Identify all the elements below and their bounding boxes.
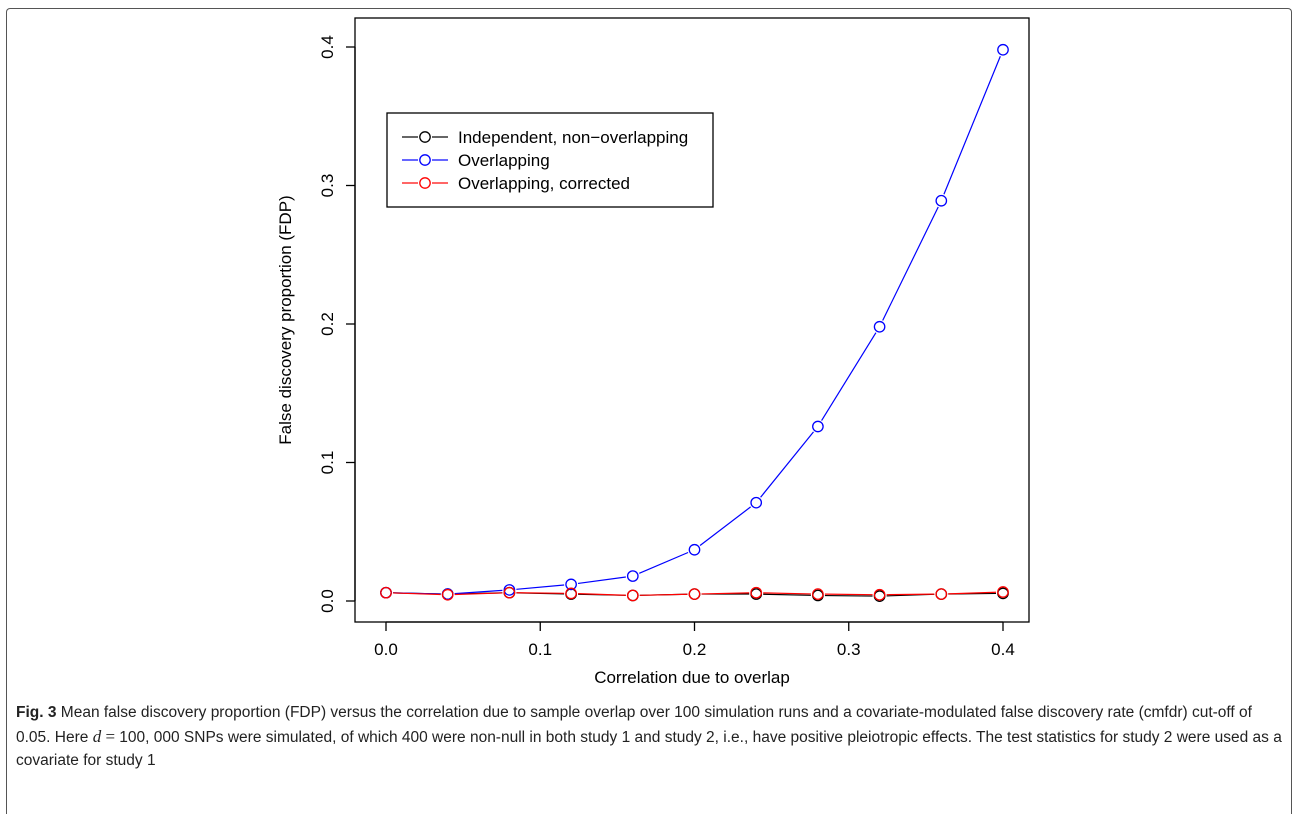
- caption-equals: =: [101, 726, 120, 746]
- x-tick-label: 0.4: [991, 640, 1015, 659]
- data-point: [750, 586, 763, 599]
- series-segment: [886, 593, 935, 596]
- figure-label: Fig. 3: [16, 704, 57, 721]
- y-tick-label: 0.3: [318, 174, 337, 198]
- figure-caption: Fig. 3 Mean false discovery proportion (…: [16, 701, 1284, 773]
- series-segment: [392, 592, 441, 596]
- fdp-line-chart: 0.0 0.1 0.2 0.3 0.4 0.0 0.1 0.2 0.3 0.4 Correlat…: [276, 17, 1030, 687]
- series-segment: [454, 589, 503, 595]
- legend-marker: [419, 131, 431, 143]
- series-segment: [639, 551, 689, 574]
- series-segment: [882, 206, 939, 321]
- series-segment: [701, 592, 750, 595]
- legend-label: Overlapping: [458, 151, 550, 170]
- series-segment: [699, 506, 751, 546]
- series-segment: [824, 594, 873, 597]
- data-point: [997, 43, 1009, 56]
- legend: Independent, non−overlapping Overlapping O…: [386, 112, 714, 208]
- y-axis: 0.0 0.1 0.2 0.3 0.4: [318, 35, 356, 613]
- data-point: [935, 588, 948, 600]
- data-point: [750, 496, 763, 509]
- y-tick-label: 0.0: [318, 589, 337, 613]
- series-segment: [454, 592, 503, 596]
- data-point: [997, 586, 1009, 598]
- data-point: [873, 588, 886, 601]
- legend-label: Overlapping, corrected: [458, 174, 630, 193]
- caption-variable-d: d: [92, 726, 102, 746]
- series-overlapping-corrected: [380, 586, 1009, 602]
- series-segment: [516, 584, 565, 590]
- data-point: [503, 586, 516, 599]
- y-tick-label: 0.1: [318, 451, 337, 475]
- x-axis: 0.0 0.1 0.2 0.3 0.4: [374, 621, 1015, 659]
- series-segment: [821, 332, 877, 421]
- x-tick-label: 0.3: [837, 640, 861, 659]
- figure-frame: [6, 8, 1292, 814]
- caption-text-2: SNPs were simulated, of which 400 were n…: [16, 728, 1282, 770]
- data-point: [626, 570, 639, 582]
- legend-label: Independent, non−overlapping: [458, 128, 688, 147]
- series-segment: [760, 431, 814, 498]
- x-axis-label: Correlation due to overlap: [594, 668, 790, 687]
- caption-text-1: Mean false discovery proportion (FDP) ve…: [16, 704, 1252, 746]
- data-point: [380, 586, 392, 599]
- data-point: [812, 588, 824, 600]
- y-axis-label: False discovery proportion (FDP): [276, 195, 295, 444]
- series-segment: [578, 593, 626, 596]
- data-point: [626, 589, 639, 602]
- data-point: [565, 587, 577, 600]
- legend-entry: Independent, non−overlapping: [402, 128, 688, 147]
- series-segment: [516, 592, 565, 594]
- data-point: [812, 420, 824, 433]
- series-segment: [639, 593, 688, 596]
- data-point: [565, 578, 577, 591]
- x-tick-label: 0.0: [374, 640, 398, 659]
- plot-area: [354, 17, 1030, 623]
- data-point: [441, 588, 454, 601]
- data-point: [503, 584, 516, 596]
- caption-value-d: 100, 000: [119, 728, 180, 746]
- legend-marker: [419, 154, 431, 166]
- x-tick-label: 0.2: [683, 640, 707, 659]
- series-segment: [943, 56, 1001, 195]
- series-segment: [763, 592, 811, 595]
- y-tick-label: 0.2: [318, 312, 337, 336]
- series-layer: [380, 43, 1009, 603]
- y-tick-label: 0.4: [318, 35, 337, 59]
- x-tick-label: 0.1: [528, 640, 552, 659]
- series-segment: [763, 593, 811, 596]
- series-segment: [577, 576, 626, 585]
- data-point: [688, 588, 701, 600]
- legend-entry: Overlapping: [402, 151, 550, 170]
- series-segment: [824, 593, 873, 596]
- data-point: [935, 194, 948, 207]
- data-point: [688, 543, 701, 556]
- series-segment: [948, 591, 997, 595]
- legend-entry: Overlapping, corrected: [402, 174, 630, 193]
- data-point: [873, 320, 886, 333]
- legend-marker: [419, 177, 431, 189]
